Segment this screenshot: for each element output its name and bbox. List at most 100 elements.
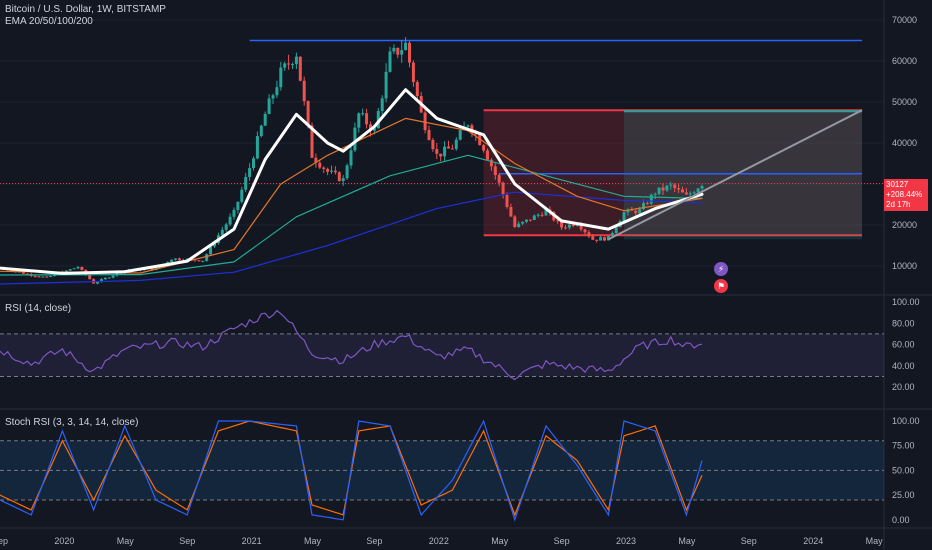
candle-body bbox=[166, 261, 170, 264]
price-tick-label: 10000 bbox=[892, 261, 917, 271]
candle-body bbox=[645, 203, 649, 205]
us-flag-icon[interactable]: ⚑ bbox=[714, 279, 728, 293]
candle-body bbox=[279, 67, 283, 88]
candle-body bbox=[111, 275, 115, 278]
time-tick-label: 2023 bbox=[616, 536, 636, 546]
candle-body bbox=[657, 187, 661, 194]
price-tick-label: 20000 bbox=[892, 220, 917, 230]
candle-body bbox=[521, 221, 525, 224]
stoch-tick-label: 100.00 bbox=[892, 416, 920, 426]
candle-body bbox=[603, 237, 606, 241]
candle-body bbox=[610, 232, 614, 237]
candle-body bbox=[10, 270, 14, 272]
rsi-tick-label: 40.00 bbox=[892, 361, 915, 371]
candle-body bbox=[283, 63, 287, 68]
candle-body bbox=[423, 112, 427, 131]
candle-body bbox=[68, 269, 72, 271]
candle-body bbox=[517, 223, 521, 228]
candle-body bbox=[595, 239, 599, 241]
candle-body bbox=[326, 168, 330, 172]
candle-body bbox=[599, 237, 603, 241]
candle-body bbox=[536, 214, 540, 216]
rsi-tick-label: 80.00 bbox=[892, 318, 915, 328]
candle-body bbox=[653, 193, 657, 195]
target-zone bbox=[624, 110, 862, 240]
candle-body bbox=[688, 193, 692, 195]
candle-body bbox=[88, 275, 92, 280]
price-tick-label: 50000 bbox=[892, 97, 917, 107]
rsi-tick-label: 100.00 bbox=[892, 297, 920, 307]
candle-body bbox=[267, 98, 271, 114]
candle-body bbox=[41, 276, 45, 278]
candle-body bbox=[443, 146, 447, 157]
stoch-tick-label: 25.00 bbox=[892, 490, 915, 500]
candle-body bbox=[220, 229, 224, 236]
candle-body bbox=[318, 162, 322, 168]
candle-body bbox=[408, 42, 411, 63]
candle-body bbox=[345, 165, 349, 179]
time-tick-label: Sep bbox=[366, 536, 382, 546]
candle-body bbox=[556, 220, 560, 222]
candle-body bbox=[513, 216, 517, 228]
stoch-tick-label: 75.00 bbox=[892, 441, 915, 451]
candle-body bbox=[684, 192, 688, 195]
candle-body bbox=[669, 184, 673, 186]
candle-body bbox=[49, 276, 53, 278]
stoch-tick-label: 0.00 bbox=[892, 515, 910, 525]
rsi-line bbox=[0, 309, 703, 381]
candle-body bbox=[224, 224, 228, 230]
candle-body bbox=[696, 188, 700, 193]
candle-body bbox=[174, 258, 177, 260]
candle-body bbox=[571, 224, 575, 227]
candle-body bbox=[665, 185, 669, 191]
candle-body bbox=[638, 209, 642, 214]
candle-body bbox=[275, 87, 279, 96]
candle-body bbox=[404, 42, 408, 51]
candle-body bbox=[349, 150, 353, 166]
candle-body bbox=[80, 267, 84, 270]
candle-body bbox=[626, 209, 630, 213]
lightning-icon[interactable]: ⚡ bbox=[714, 262, 728, 276]
candle-body bbox=[587, 232, 591, 237]
candle-body bbox=[661, 187, 665, 191]
time-tick-label: 2020 bbox=[54, 536, 74, 546]
candle-body bbox=[447, 146, 450, 149]
time-tick-label: May bbox=[117, 536, 135, 546]
candle-body bbox=[248, 168, 252, 177]
time-tick-label: Sep bbox=[0, 536, 8, 546]
candle-body bbox=[677, 188, 681, 190]
candle-body bbox=[474, 133, 478, 135]
candle-body bbox=[583, 229, 587, 233]
candle-body bbox=[372, 128, 376, 131]
candle-body bbox=[567, 224, 571, 228]
candle-body bbox=[489, 159, 493, 167]
candle-body bbox=[642, 203, 645, 210]
price-tick-label: 60000 bbox=[892, 56, 917, 66]
candle-body bbox=[25, 273, 29, 275]
main-title: Bitcoin / U.S. Dollar, 1W, BITSTAMP bbox=[5, 4, 166, 15]
candle-body bbox=[454, 139, 458, 149]
price-change: +208.44% bbox=[886, 190, 923, 199]
ema50-line bbox=[0, 117, 703, 274]
last-price-badge: 30127 +208.44% 2d 17h bbox=[884, 179, 928, 211]
last-price: 30127 bbox=[886, 180, 909, 189]
candle-body bbox=[466, 125, 470, 127]
candle-body bbox=[322, 167, 326, 169]
candle-body bbox=[365, 113, 369, 125]
candle-body bbox=[439, 153, 443, 157]
candle-body bbox=[427, 130, 431, 140]
candle-body bbox=[560, 220, 564, 228]
candle-body bbox=[353, 127, 357, 151]
stoch-title: Stoch RSI (3, 3, 14, 14, close) bbox=[5, 417, 139, 428]
candle-body bbox=[259, 125, 263, 137]
candle-body bbox=[415, 82, 419, 97]
candle-body bbox=[411, 62, 415, 83]
bar-countdown: 2d 17h bbox=[886, 200, 911, 209]
price-tick-label: 70000 bbox=[892, 15, 917, 25]
candle-body bbox=[509, 207, 513, 217]
candle-body bbox=[72, 268, 76, 270]
candle-body bbox=[458, 130, 462, 140]
candle-body bbox=[497, 175, 501, 183]
candle-body bbox=[252, 158, 255, 169]
